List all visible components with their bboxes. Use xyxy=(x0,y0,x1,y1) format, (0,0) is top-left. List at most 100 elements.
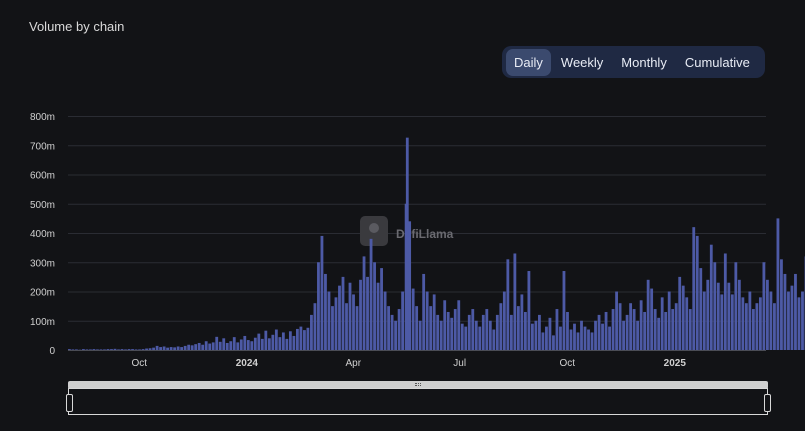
bar[interactable] xyxy=(681,285,685,350)
bar[interactable] xyxy=(138,349,141,350)
bar[interactable] xyxy=(253,337,257,350)
bar[interactable] xyxy=(688,309,692,350)
bar[interactable] xyxy=(394,320,398,350)
bar[interactable] xyxy=(222,338,226,350)
bar[interactable] xyxy=(355,306,359,351)
bar[interactable] xyxy=(727,282,731,350)
bar[interactable] xyxy=(755,303,759,350)
bar[interactable] xyxy=(155,345,159,350)
bar[interactable] xyxy=(145,348,148,350)
bar[interactable] xyxy=(608,326,611,350)
bar[interactable] xyxy=(345,303,348,350)
bar[interactable] xyxy=(82,349,85,350)
bar[interactable] xyxy=(713,262,717,350)
bar[interactable] xyxy=(594,320,597,350)
bar[interactable] xyxy=(324,273,327,350)
bar[interactable] xyxy=(583,326,587,350)
bar[interactable] xyxy=(720,294,724,350)
bar[interactable] xyxy=(643,311,647,350)
bar[interactable] xyxy=(660,297,664,350)
bar[interactable] xyxy=(783,273,787,350)
bar[interactable] xyxy=(159,347,163,350)
bar[interactable] xyxy=(327,291,331,351)
bar[interactable] xyxy=(152,347,155,350)
brush-grip-icon[interactable] xyxy=(415,383,421,386)
bar[interactable] xyxy=(548,317,552,350)
bar[interactable] xyxy=(450,317,454,350)
bar[interactable] xyxy=(664,311,668,350)
bar[interactable] xyxy=(801,291,804,351)
bar[interactable] xyxy=(418,320,422,350)
bar[interactable] xyxy=(744,303,748,350)
bar[interactable] xyxy=(313,303,317,350)
bar[interactable] xyxy=(499,303,503,350)
bar[interactable] xyxy=(650,288,654,350)
bar[interactable] xyxy=(566,311,569,350)
bar[interactable] xyxy=(127,349,131,350)
bar[interactable] xyxy=(502,291,506,351)
bar[interactable] xyxy=(573,323,576,350)
bar[interactable] xyxy=(611,309,615,350)
bar[interactable] xyxy=(509,314,513,350)
bar[interactable] xyxy=(362,256,366,350)
toggle-cumulative[interactable]: Cumulative xyxy=(684,54,750,70)
bar[interactable] xyxy=(425,291,429,351)
range-brush[interactable] xyxy=(66,381,771,416)
bar[interactable] xyxy=(436,314,440,350)
bar[interactable] xyxy=(110,349,113,350)
bar[interactable] xyxy=(183,345,187,350)
bar[interactable] xyxy=(387,306,390,351)
bar[interactable] xyxy=(559,326,562,350)
bar[interactable] xyxy=(218,341,222,350)
bar[interactable] xyxy=(162,346,166,350)
bar[interactable] xyxy=(748,291,752,351)
toggle-daily[interactable]: Daily xyxy=(506,48,551,76)
bar[interactable] xyxy=(401,291,405,351)
bar[interactable] xyxy=(562,271,566,350)
bar[interactable] xyxy=(257,333,261,350)
brush-handle-left[interactable] xyxy=(66,394,73,412)
bar[interactable] xyxy=(236,342,240,350)
bar[interactable] xyxy=(352,294,355,350)
bar[interactable] xyxy=(751,309,755,350)
bar[interactable] xyxy=(117,349,120,350)
bar[interactable] xyxy=(180,347,184,350)
bar[interactable] xyxy=(320,235,324,350)
toggle-weekly[interactable]: Weekly xyxy=(560,54,604,70)
bar[interactable] xyxy=(776,218,780,351)
bar[interactable] xyxy=(460,323,464,350)
bar[interactable] xyxy=(730,294,734,350)
bar[interactable] xyxy=(243,335,247,350)
bar[interactable] xyxy=(601,323,604,350)
bar[interactable] xyxy=(446,311,450,350)
bar[interactable] xyxy=(366,276,369,351)
bar[interactable] xyxy=(267,338,271,350)
bar[interactable] xyxy=(292,335,296,350)
bar[interactable] xyxy=(657,317,661,350)
bar[interactable] xyxy=(281,332,285,350)
bar[interactable] xyxy=(310,314,313,350)
bar[interactable] xyxy=(92,349,96,350)
bar[interactable] xyxy=(527,271,531,350)
bar[interactable] xyxy=(467,314,471,350)
bar[interactable] xyxy=(495,314,499,350)
brush-bar[interactable] xyxy=(68,381,768,389)
bar[interactable] xyxy=(134,349,138,350)
bar[interactable] xyxy=(576,332,580,350)
bar[interactable] xyxy=(148,348,152,350)
bar[interactable] xyxy=(299,326,303,350)
bar[interactable] xyxy=(766,279,769,350)
bar[interactable] xyxy=(306,327,310,350)
bar[interactable] xyxy=(702,291,706,351)
bar[interactable] xyxy=(303,330,306,350)
bar[interactable] xyxy=(453,309,457,350)
bar[interactable] xyxy=(632,309,636,350)
bar[interactable] xyxy=(429,306,433,351)
bar[interactable] xyxy=(488,320,492,350)
bar[interactable] xyxy=(260,338,264,350)
bar[interactable] xyxy=(176,346,180,350)
bar[interactable] xyxy=(534,320,538,350)
bar[interactable] xyxy=(85,349,89,350)
bar[interactable] xyxy=(629,303,633,350)
bar[interactable] xyxy=(622,320,625,350)
